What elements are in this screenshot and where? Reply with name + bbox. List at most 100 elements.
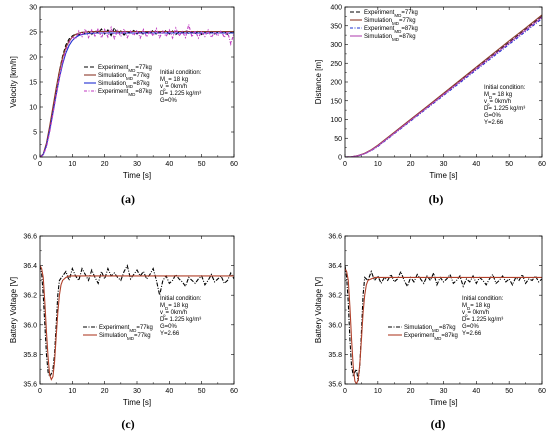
x-tick-label: 50 — [198, 161, 206, 168]
panel-label: (a) — [121, 192, 135, 206]
x-axis-label: Time [s] — [123, 398, 151, 407]
y-tick-label: 35.8 — [23, 352, 37, 359]
x-axis-label: Time [s] — [429, 171, 457, 180]
y-tick-label: 250 — [330, 61, 342, 68]
legend-label-4: ExperimentMD=87kg — [98, 89, 152, 97]
panel-label: (d) — [431, 417, 446, 431]
plot-frame — [344, 6, 543, 158]
x-tick-label: 0 — [343, 161, 347, 168]
x-tick-label: 30 — [440, 388, 448, 395]
series-line-2 — [40, 265, 234, 381]
x-tick-label: 0 — [343, 388, 347, 395]
x-tick-label: 40 — [472, 388, 480, 395]
x-tick-label: 40 — [165, 161, 173, 168]
annotation-line: Y=2.66 — [462, 331, 482, 337]
chart-panel-2: 0 10 20 30 40 50 60 0 50 100 150 200 250 300 350 400 Tim… — [314, 5, 546, 207]
series-line-1 — [40, 264, 234, 378]
legend-label-3: SimulationMD=87kg — [98, 81, 150, 89]
x-tick-label: 50 — [505, 388, 513, 395]
y-tick-label: 36.0 — [23, 322, 37, 329]
y-tick-label: 30 — [29, 5, 37, 12]
x-tick-label: 60 — [230, 388, 238, 395]
annotation-line: Initial condition: — [484, 85, 526, 91]
legend-label-2: SimulationMD=77kg — [98, 73, 150, 81]
x-tick-label: 20 — [101, 388, 109, 395]
plot-frame — [39, 6, 235, 158]
y-tick-label: 20 — [29, 55, 37, 62]
annotation-line: vo= 0km/h — [484, 99, 511, 107]
x-tick-label: 20 — [407, 161, 415, 168]
series-line-1 — [40, 26, 234, 157]
series-line-3 — [40, 32, 234, 157]
series-line-2 — [345, 268, 542, 384]
plot-frame — [39, 235, 235, 385]
y-axis-label: Battery Voltage [V] — [9, 277, 18, 343]
annotation-line: D= 1.225 kg/m³ — [462, 317, 503, 323]
annotation-line: vo= 0km/h — [462, 310, 489, 318]
y-axis-label: Velocity [km/h] — [9, 56, 18, 108]
x-tick-label: 30 — [133, 388, 141, 395]
y-tick-label: 36.6 — [23, 234, 37, 241]
annotation-line: MD= 18 kg — [462, 303, 490, 311]
y-tick-label: 300 — [330, 42, 342, 49]
legend-label-1: SimulationMD=87kg — [404, 325, 456, 333]
annotation-line: Y=2.66 — [484, 120, 504, 126]
annotation-line: G=0% — [462, 324, 480, 330]
y-tick-label: 10 — [29, 105, 37, 112]
x-axis-label: Time [s] — [429, 398, 457, 407]
y-tick-label: 36.6 — [328, 234, 342, 241]
legend-label-2: SimulationMD=77kg — [364, 18, 416, 26]
annotation-line: D= 1.225 kg/m³ — [160, 317, 201, 323]
legend: ExperimentMD=77kgSimulationMD=77kgSimula… — [84, 65, 152, 97]
x-tick-label: 30 — [133, 161, 141, 168]
chart-panel-3: 0 10 20 30 40 50 60 35.6 35.8 36.0 36.2 36.4 36.6 Tim… — [9, 234, 238, 432]
x-tick-label: 60 — [230, 161, 238, 168]
annotation-line: MD= 18 kg — [160, 77, 188, 85]
annotation-line: vo= 0km/h — [160, 84, 187, 92]
y-tick-label: 36.2 — [328, 293, 342, 300]
y-axis-label: Distance [m] — [314, 60, 323, 104]
y-tick-label: 150 — [330, 98, 342, 105]
annotation-line: Initial condition: — [160, 296, 202, 302]
legend-label-1: ExperimentMD=77kg — [98, 65, 152, 73]
annotation-line: Y=2.66 — [160, 331, 180, 337]
x-tick-label: 30 — [440, 161, 448, 168]
chart-panel-4: 0 10 20 30 40 50 60 35.6 35.8 36.0 36.2 36.4 36.6 Tim… — [314, 234, 546, 432]
y-tick-label: 25 — [29, 30, 37, 37]
legend-label-3: ExperimentMD=87kg — [364, 26, 418, 34]
y-tick-label: 35.6 — [328, 382, 342, 389]
annotation-line: vo= 0km/h — [160, 310, 187, 318]
panel-label: (b) — [429, 192, 444, 206]
y-tick-label: 50 — [334, 136, 342, 143]
x-tick-label: 50 — [198, 388, 206, 395]
x-tick-label: 10 — [68, 161, 76, 168]
annotation-line: MD= 18 kg — [484, 92, 512, 100]
x-tick-label: 20 — [101, 161, 109, 168]
annotation-line: D= 1.225 kg/m³ — [160, 91, 201, 97]
y-tick-label: 36.0 — [328, 322, 342, 329]
annotation-line: Initial condition: — [160, 70, 202, 76]
y-tick-label: 350 — [330, 23, 342, 30]
annotation-line: G=0% — [160, 324, 178, 330]
series-line-4 — [345, 16, 542, 157]
y-tick-label: 100 — [330, 117, 342, 124]
y-axis-label: Battery Voltage [V] — [314, 277, 323, 343]
legend-label-2: SimulationMD=77kg — [99, 333, 151, 341]
series-line-1 — [345, 265, 542, 382]
y-tick-label: 36.2 — [23, 293, 37, 300]
legend-label-2: ExperimentMD=87kg — [404, 333, 458, 341]
y-tick-label: 15 — [29, 80, 37, 87]
annotation-line: D= 1.225 kg/m³ — [484, 106, 525, 112]
chart-panel-1: 0 10 20 30 40 50 60 0 5 10 15 20 25 30 Time [s] Velocit… — [9, 5, 238, 207]
x-tick-label: 10 — [68, 388, 76, 395]
x-tick-label: 0 — [38, 161, 42, 168]
legend-label-1: ExperimentMD=77kg — [364, 10, 418, 18]
x-tick-label: 10 — [374, 388, 382, 395]
y-tick-label: 5 — [33, 130, 37, 137]
annotation-line: G=0% — [484, 113, 502, 119]
y-tick-label: 36.4 — [23, 263, 37, 270]
